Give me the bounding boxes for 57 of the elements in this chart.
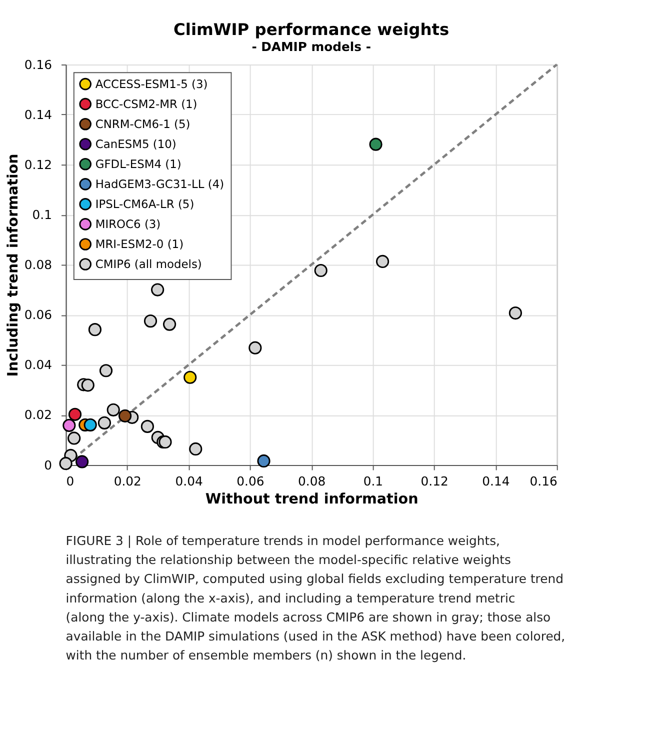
x-tick-label: 0.06 — [236, 473, 264, 488]
point — [118, 409, 132, 422]
legend-label: MRI-ESM2-0 (1) — [95, 237, 184, 252]
y-tick-label: 0.14 — [24, 106, 52, 122]
legend-label: HadGEM3-GC31-LL (4) — [95, 176, 224, 191]
legend-label: ACCESS-ESM1-5 (3) — [95, 76, 208, 91]
legend-label: CMIP6 (all models) — [95, 257, 202, 272]
point — [98, 416, 112, 430]
x-tick-label: 0.14 — [482, 473, 510, 488]
caption: FIGURE 3 | Role of temperature trends in model performance weights, illustrating the relationship between the model-specific relative weights assigned by ClimWIP, computed using global fields excluding temperature trend information (along the x-axis), and including a temperature trend metric (along the y-axis). Climate models across CMIP6 are shown in gray; those also available in the DAMIP simulations (used in the ASK method) have been colored, with the number of ensemble members (n) shown in the legend. — [66, 533, 566, 663]
y-tick-label: 0.12 — [24, 156, 52, 172]
point — [81, 378, 94, 392]
point — [184, 370, 197, 384]
point — [84, 418, 97, 432]
point — [248, 341, 262, 354]
point — [314, 264, 328, 278]
point — [151, 283, 164, 296]
point — [68, 432, 81, 445]
x-tick-label: 0.08 — [298, 473, 326, 488]
point — [140, 420, 154, 433]
x-tick-label: 0.02 — [114, 473, 142, 488]
legend-label: IPSL-CM6A-LR (5) — [95, 197, 194, 211]
point — [162, 318, 176, 331]
point — [68, 408, 82, 421]
y-tick-label: 0.04 — [24, 357, 52, 372]
x-tick-label: 0.16 — [530, 473, 558, 488]
legend-label: GFDL-ESM4 (1) — [95, 156, 182, 171]
y-tick-label: 0.08 — [24, 257, 52, 272]
chart-subtitle: - DAMIP models - — [252, 39, 371, 54]
point — [189, 442, 202, 456]
y-tick-label: 0.06 — [24, 307, 52, 322]
x-tick-label: 0.12 — [420, 473, 448, 488]
y-tick-label: 0.16 — [24, 56, 52, 72]
chart-title: ClimWIP performance weights — [173, 20, 450, 39]
x-tick-label: 0.1 — [363, 473, 384, 488]
point — [257, 454, 270, 468]
x-tick-label: 0.04 — [175, 473, 203, 488]
legend-label: CNRM-CM6-1 (5) — [95, 116, 190, 131]
legend-label: MIROC6 (3) — [95, 217, 161, 232]
y-tick-label: 0.02 — [24, 407, 52, 422]
legend-label: BCC-CSM2-MR (1) — [95, 96, 198, 111]
x-axis-title: Without trend information — [205, 492, 418, 508]
x-tick-label: 0 — [66, 473, 74, 488]
point — [106, 403, 120, 416]
point — [59, 456, 72, 470]
point — [508, 306, 522, 320]
y-tick-label: 0 — [44, 457, 52, 472]
point — [99, 364, 113, 378]
y-axis-title: Including trend information — [6, 154, 22, 377]
legend-label: CanESM5 (10) — [95, 136, 176, 151]
point — [76, 455, 89, 468]
point — [62, 418, 76, 432]
point — [369, 138, 382, 151]
point — [144, 314, 158, 328]
point — [376, 254, 390, 268]
point — [88, 323, 102, 336]
y-tick-label: 0.1 — [32, 206, 52, 222]
